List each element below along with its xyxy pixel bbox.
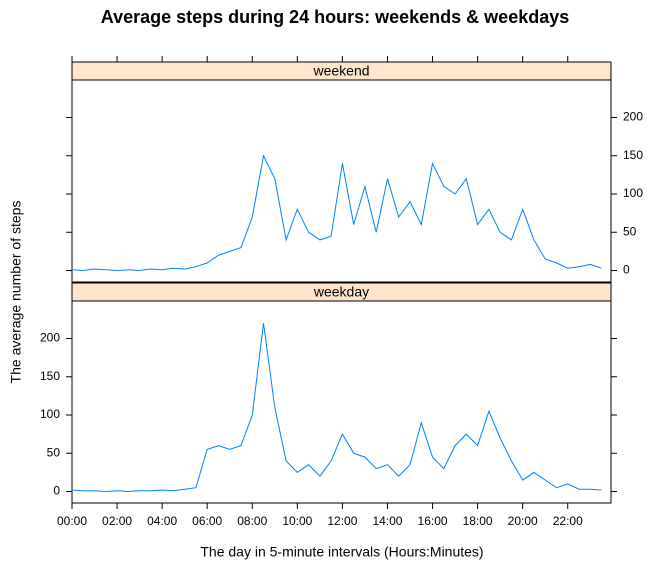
y-tick-label: 50 (623, 224, 637, 238)
x-tick-label: 04:00 (147, 514, 177, 528)
y-tick-label: 50 (47, 445, 61, 459)
y-tick-label: 100 (40, 407, 60, 421)
y-tick-label: 200 (623, 110, 643, 124)
y-tick-label: 150 (623, 148, 643, 162)
x-tick-label: 10:00 (282, 514, 312, 528)
x-tick-label: 06:00 (192, 514, 222, 528)
data-line (71, 323, 602, 493)
x-tick-label: 18:00 (463, 514, 493, 528)
y-tick-label: 0 (623, 263, 630, 277)
data-line (71, 154, 602, 272)
x-tick-label: 20:00 (508, 514, 538, 528)
panel-frame (71, 300, 612, 504)
x-tick-label: 00:00 (57, 514, 87, 528)
y-tick-label: 0 (53, 484, 60, 498)
x-tick-label: 08:00 (237, 514, 267, 528)
x-tick-label: 02:00 (102, 514, 132, 528)
x-tick-label: 16:00 (418, 514, 448, 528)
y-tick-label: 200 (40, 331, 60, 345)
x-tick-label: 22:00 (553, 514, 583, 528)
panel-frame (71, 79, 612, 283)
x-tick-label: 12:00 (327, 514, 357, 528)
y-axis-label: The average number of steps (8, 201, 24, 384)
y-tick-label: 150 (40, 369, 60, 383)
strip-label: weekday (313, 284, 369, 300)
x-tick-label: 14:00 (372, 514, 402, 528)
x-axis-label: The day in 5-minute intervals (Hours:Min… (200, 544, 483, 560)
chart-title: Average steps during 24 hours: weekends … (101, 7, 570, 27)
strip-label: weekend (312, 63, 369, 79)
y-tick-label: 100 (623, 186, 643, 200)
